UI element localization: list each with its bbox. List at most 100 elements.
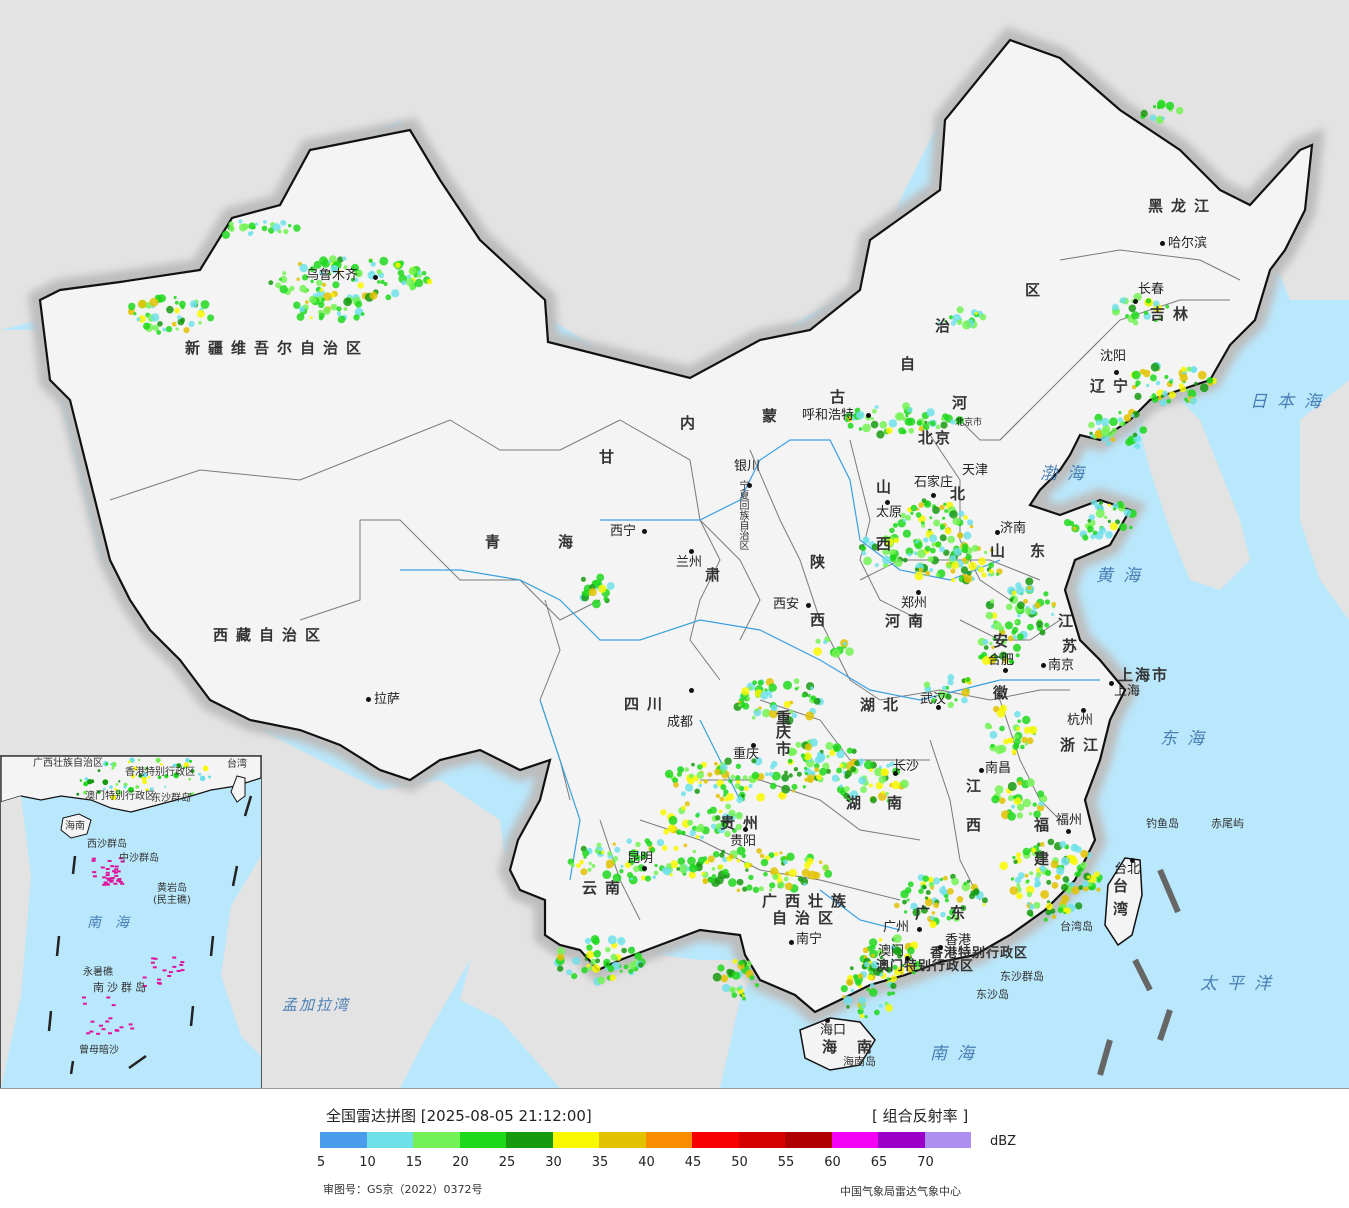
- radar-echo: [406, 278, 415, 287]
- radar-echo: [1013, 859, 1018, 864]
- radar-echo: [886, 798, 891, 803]
- reef-marker: [106, 996, 111, 999]
- radar-echo: [814, 763, 820, 769]
- radar-echo: [136, 317, 141, 322]
- city-dot-chengdu: [689, 688, 694, 693]
- province-boundary: [879, 689, 1070, 701]
- radar-echo: [831, 648, 841, 658]
- radar-echo: [902, 899, 907, 905]
- radar-echo: [183, 327, 190, 334]
- source-credit: 中国气象局雷达气象中心: [840, 1185, 961, 1198]
- label-xizang: 西藏自治区: [213, 626, 329, 644]
- radar-echo: [868, 783, 873, 788]
- reef-marker: [107, 860, 112, 862]
- radar-echo: [949, 908, 956, 916]
- radar-echo: [188, 777, 191, 781]
- radar-echo: [1014, 738, 1021, 745]
- radar-echo: [1015, 582, 1022, 589]
- boundary-dash: [128, 1054, 147, 1070]
- radar-echo: [1026, 737, 1034, 745]
- radar-echo: [1056, 866, 1065, 876]
- label-xian: 西安: [773, 597, 800, 612]
- radar-echo: [703, 779, 708, 784]
- city-dot-hefei: [1003, 668, 1008, 673]
- label-diaoyudao: 钓鱼岛: [1146, 817, 1179, 830]
- radar-echo: [239, 223, 247, 232]
- radar-echo: [929, 882, 933, 886]
- radar-echo: [661, 845, 668, 851]
- radar-echo: [343, 265, 348, 270]
- radar-echo: [965, 677, 971, 683]
- radar-echo: [691, 762, 695, 767]
- radar-echo: [968, 561, 977, 571]
- boundary-dash: [189, 1005, 195, 1027]
- radar-echo: [947, 535, 955, 544]
- radar-echo: [160, 763, 163, 766]
- radar-echo: [937, 691, 946, 699]
- radar-echo: [756, 848, 762, 854]
- radar-echo: [1123, 508, 1132, 517]
- radar-echo: [903, 910, 908, 914]
- label-shandong-b: 东: [1030, 542, 1054, 560]
- boundary-dash: [209, 935, 215, 957]
- radar-echo: [695, 825, 702, 833]
- radar-echo: [886, 977, 890, 981]
- label-nanning: 南宁: [796, 932, 823, 947]
- radar-echo: [846, 1005, 850, 1009]
- radar-echo: [863, 538, 870, 544]
- foreign-land-north: [0, 0, 1349, 380]
- radar-echo: [1026, 885, 1035, 895]
- radar-echo: [844, 418, 849, 423]
- radar-echo: [704, 859, 710, 865]
- radar-echo: [918, 888, 924, 894]
- radar-echo: [810, 770, 816, 776]
- reef-marker: [108, 1032, 112, 1035]
- radar-echo: [715, 876, 724, 885]
- radar-echo: [788, 773, 793, 778]
- radar-echo: [939, 504, 945, 511]
- radar-echo: [1024, 742, 1028, 746]
- city-dot-nanjing: [1041, 663, 1046, 668]
- radar-echo: [695, 834, 700, 840]
- radar-echo: [1051, 601, 1057, 607]
- radar-echo: [332, 281, 340, 289]
- radar-echo: [174, 300, 179, 305]
- radar-echo: [1153, 300, 1160, 308]
- radar-echo: [894, 558, 903, 568]
- color-scale-tick: 55: [777, 1155, 795, 1170]
- radar-echo: [945, 693, 952, 700]
- radar-echo: [918, 502, 925, 508]
- radar-echo: [1012, 635, 1017, 640]
- reef-marker: [108, 1017, 113, 1020]
- radar-echo: [1046, 879, 1052, 885]
- province-boundary: [959, 619, 1061, 641]
- radar-echo: [1026, 909, 1034, 917]
- radar-echo: [743, 785, 749, 791]
- legend-unit: dBZ: [990, 1134, 1017, 1149]
- radar-echo: [924, 420, 928, 425]
- radar-echo: [927, 876, 934, 883]
- radar-echo: [1016, 883, 1021, 888]
- label-neimenggu-c: 古: [830, 388, 854, 406]
- radar-echo: [905, 547, 914, 556]
- radar-echo: [992, 636, 997, 641]
- radar-echo: [850, 766, 857, 773]
- radar-echo: [874, 405, 879, 409]
- radar-echo: [1036, 620, 1044, 628]
- radar-echo: [1062, 907, 1068, 913]
- reef-marker: [119, 1026, 124, 1029]
- radar-echo: [729, 986, 736, 993]
- radar-echo: [1090, 533, 1096, 540]
- radar-echo: [1094, 413, 1103, 422]
- radar-echo: [1179, 373, 1188, 383]
- radar-map: 新疆维吾尔自治区 西藏自治区 青 海 甘 肃 内 蒙 古 自 治 区 黑龙江 吉…: [0, 0, 1349, 1089]
- radar-echo: [605, 947, 611, 953]
- radar-echo: [787, 758, 793, 764]
- radar-echo: [950, 419, 956, 425]
- city-dot-hohhot: [866, 413, 871, 418]
- radar-echo: [1007, 635, 1014, 642]
- radar-echo: [924, 896, 929, 900]
- label-jiangxi-b: 西: [966, 816, 990, 834]
- radar-echo: [1007, 795, 1014, 802]
- reef-marker: [110, 865, 115, 868]
